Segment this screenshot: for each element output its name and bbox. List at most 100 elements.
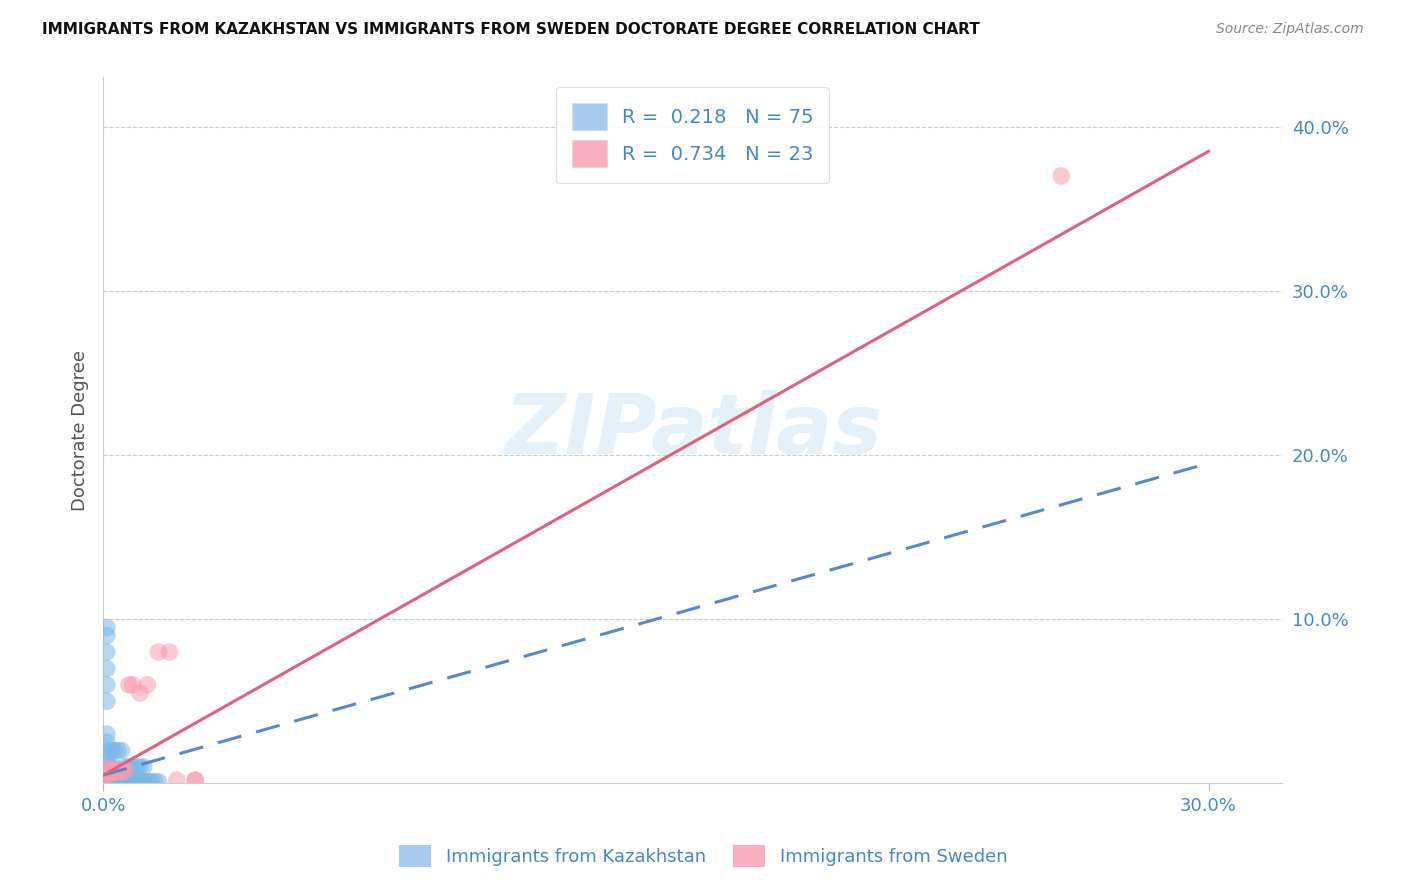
Point [129, 774, 152, 789]
Point [96, 661, 118, 675]
Point [96, 774, 118, 789]
Point [129, 760, 152, 774]
Point [100, 770, 122, 784]
Point [100, 772, 122, 786]
Point [96, 620, 118, 634]
Point [114, 772, 136, 786]
Text: Source: ZipAtlas.com: Source: ZipAtlas.com [1216, 22, 1364, 37]
Point [96, 678, 118, 692]
Point [103, 770, 125, 784]
Point [136, 678, 159, 692]
Point [100, 766, 122, 780]
Point [129, 686, 152, 700]
Point [96, 752, 118, 766]
Point [96, 764, 118, 779]
Point [96, 763, 118, 777]
Point [100, 774, 122, 789]
Point [100, 766, 122, 780]
Point [184, 773, 207, 788]
Point [96, 768, 118, 782]
Point [184, 773, 207, 788]
Point [100, 760, 122, 774]
Point [100, 764, 122, 779]
Point [110, 773, 132, 788]
Point [125, 774, 148, 789]
Point [103, 763, 125, 777]
Point [114, 760, 136, 774]
Point [100, 773, 122, 788]
Point [110, 774, 132, 789]
Point [103, 768, 125, 782]
Point [100, 743, 122, 757]
Point [107, 773, 129, 788]
Legend: Immigrants from Kazakhstan, Immigrants from Sweden: Immigrants from Kazakhstan, Immigrants f… [391, 838, 1015, 874]
Point [129, 773, 152, 788]
Legend: R =  0.218   N = 75, R =  0.734   N = 23: R = 0.218 N = 75, R = 0.734 N = 23 [557, 87, 830, 183]
Point [96, 774, 118, 789]
Text: IMMIGRANTS FROM KAZAKHSTAN VS IMMIGRANTS FROM SWEDEN DOCTORATE DEGREE CORRELATIO: IMMIGRANTS FROM KAZAKHSTAN VS IMMIGRANTS… [42, 22, 980, 37]
Point [94, 768, 117, 782]
Point [94, 773, 117, 788]
Point [96, 629, 118, 643]
Point [118, 760, 141, 774]
Point [96, 768, 118, 782]
Point [132, 760, 155, 774]
Point [107, 774, 129, 789]
Point [110, 764, 132, 779]
Point [96, 770, 118, 784]
Point [96, 762, 118, 776]
Point [136, 774, 159, 789]
Point [96, 743, 118, 757]
Point [96, 764, 118, 779]
Point [107, 763, 129, 777]
Point [139, 774, 162, 789]
Point [107, 743, 129, 757]
Point [100, 768, 122, 782]
Point [107, 772, 129, 786]
Point [96, 760, 118, 774]
Point [103, 760, 125, 774]
Point [125, 760, 148, 774]
Point [118, 772, 141, 786]
Point [103, 773, 125, 788]
Point [132, 774, 155, 789]
Point [121, 760, 143, 774]
Point [96, 766, 118, 780]
Point [143, 774, 166, 789]
Point [96, 694, 118, 708]
Point [96, 772, 118, 786]
Point [110, 743, 132, 757]
Point [103, 772, 125, 786]
Point [103, 743, 125, 757]
Point [96, 774, 118, 789]
Point [148, 774, 170, 789]
Point [96, 772, 118, 786]
Text: ZIPatlas: ZIPatlas [503, 390, 882, 471]
Point [118, 773, 141, 788]
Point [96, 764, 118, 779]
Point [96, 772, 118, 786]
Point [96, 774, 118, 789]
Point [96, 773, 118, 788]
Point [100, 774, 122, 789]
Point [96, 774, 118, 789]
Point [121, 774, 143, 789]
Point [96, 763, 118, 777]
Point [96, 735, 118, 749]
Point [100, 763, 122, 777]
Point [96, 770, 118, 784]
Point [96, 773, 118, 788]
Point [114, 763, 136, 777]
Y-axis label: Doctorate Degree: Doctorate Degree [72, 350, 89, 511]
Point [96, 766, 118, 780]
Point [148, 645, 170, 659]
Point [110, 763, 132, 777]
Point [96, 768, 118, 782]
Point [121, 678, 143, 692]
Point [159, 645, 181, 659]
Point [166, 773, 188, 788]
Point [118, 678, 141, 692]
Point [103, 764, 125, 779]
Point [114, 773, 136, 788]
Point [103, 774, 125, 789]
